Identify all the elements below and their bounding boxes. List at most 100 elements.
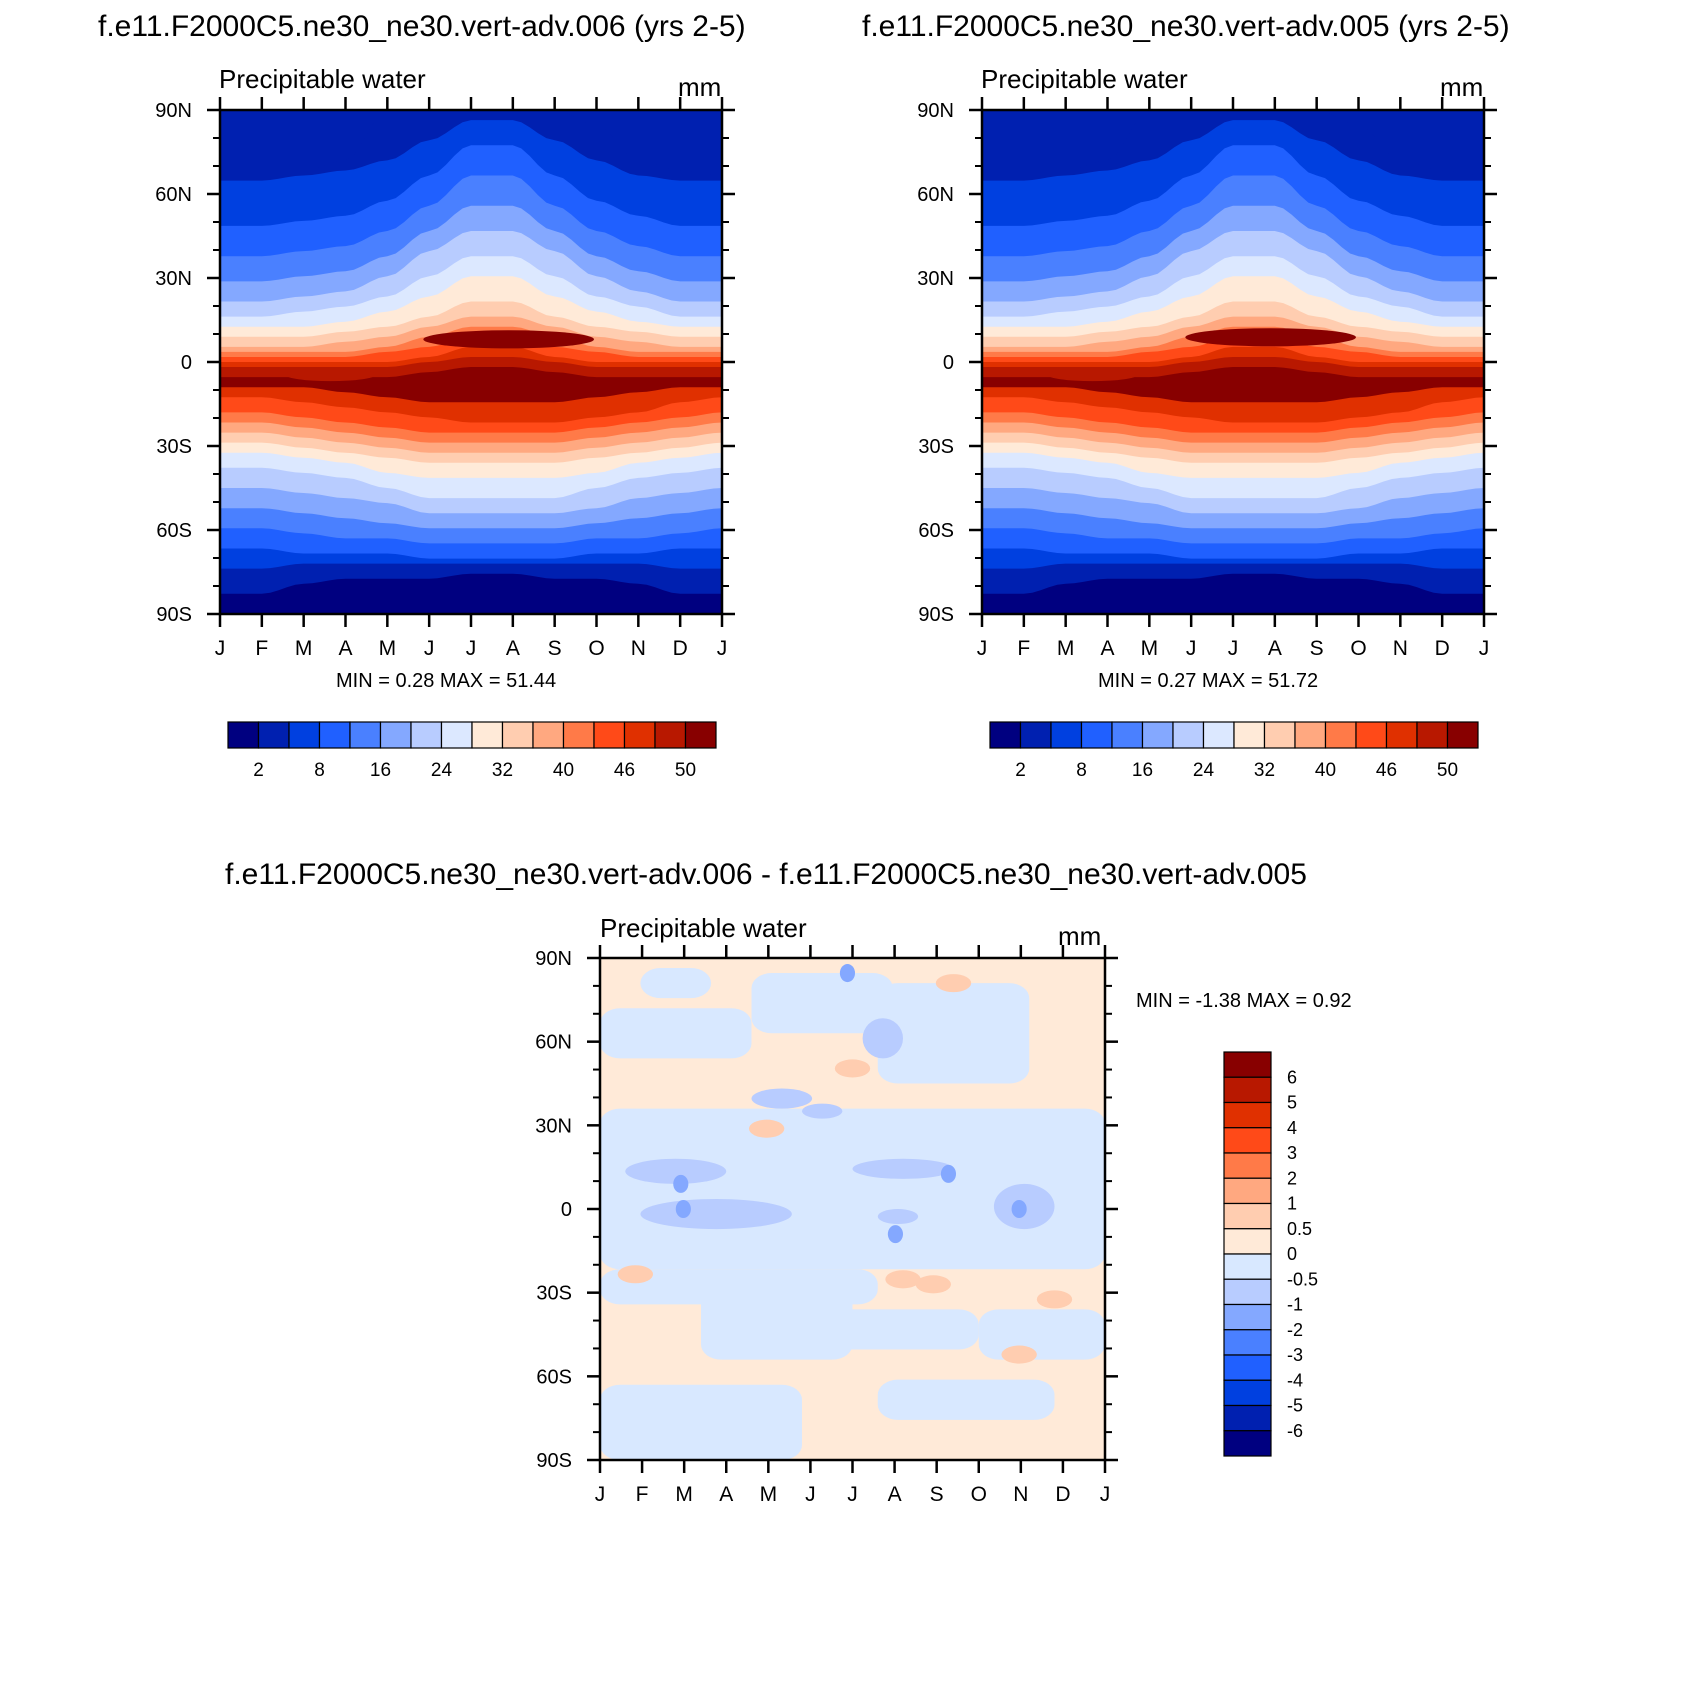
colorbar-label: 6 (1287, 1067, 1297, 1087)
colorbar-swatch (288, 721, 321, 749)
colorbar-label: 1 (1287, 1194, 1297, 1214)
colorbar-label: 8 (314, 760, 325, 781)
panel-2-max-blob (1185, 328, 1356, 347)
x-tick-label: S (548, 637, 562, 660)
panel-3-band (877, 1379, 1055, 1420)
panel-3-band (751, 1088, 813, 1109)
colorbar-swatch (440, 721, 473, 749)
colorbar-swatch (1223, 1303, 1272, 1331)
panel-3-units-label: mm (1058, 921, 1102, 951)
panel-3-band (915, 1275, 951, 1294)
colorbar-label: -5 (1287, 1396, 1303, 1416)
panel-1-axes: J F M A M J J A S O N D J 90N 60N 30N 0 30S 60S 90S (155, 97, 735, 660)
y-tick-label: 30S (536, 1283, 572, 1305)
x-tick-label: J (595, 1483, 606, 1506)
colorbar-label: 0.5 (1287, 1219, 1312, 1239)
panel-1-minmax: MIN = 0.28 MAX = 51.44 (336, 670, 557, 692)
panel-3-band (802, 1103, 843, 1119)
colorbar-label: -2 (1287, 1320, 1303, 1340)
x-tick-label: A (719, 1483, 733, 1506)
colorbar-label: -6 (1287, 1421, 1303, 1441)
y-tick-label: 30S (918, 436, 954, 458)
colorbar-swatch (1223, 1127, 1272, 1154)
panel-1-variable-label: Precipitable water (219, 64, 426, 94)
colorbar-swatch (623, 721, 656, 749)
y-tick-label: 30N (155, 268, 192, 290)
x-tick-label: J (1100, 1483, 1111, 1506)
x-tick-label: D (673, 637, 688, 660)
x-tick-label: J (424, 637, 435, 660)
colorbar-swatch (1385, 721, 1418, 749)
panel-1-band (220, 110, 722, 176)
colorbar-label: 2 (1015, 760, 1026, 781)
y-tick-label: 90N (535, 948, 572, 970)
colorbar-swatch (1223, 1404, 1272, 1432)
panel-3-band (751, 973, 893, 1034)
panel-3-band (600, 1008, 752, 1059)
colorbar-swatch (1050, 721, 1083, 749)
panel-3-band (802, 1309, 979, 1350)
panel-1-band (220, 573, 722, 614)
panel-3-band (877, 983, 1030, 1084)
panel-3-title: f.e11.F2000C5.ne30_ne30.vert-adv.006 - f… (225, 858, 1307, 891)
panel-3-band (1036, 1290, 1073, 1309)
y-tick-label: 60S (156, 520, 192, 542)
x-tick-label: J (1186, 637, 1197, 660)
colorbar-label: 24 (1193, 760, 1215, 781)
y-tick-label: 90S (156, 604, 192, 626)
y-tick-label: 0 (181, 352, 192, 374)
panel-3-band (748, 1119, 785, 1138)
panel-3-band (1001, 1345, 1037, 1364)
colorbar-label: 32 (1254, 760, 1275, 781)
colorbar-label: 0 (1287, 1244, 1297, 1264)
colorbar-label: 24 (431, 760, 453, 781)
x-tick-label: M (1141, 637, 1159, 660)
colorbar-swatch (654, 721, 687, 749)
colorbar-swatch (1223, 1202, 1272, 1230)
colorbar-label: 32 (492, 760, 513, 781)
colorbar-swatch (349, 721, 382, 749)
y-tick-label: 60S (536, 1366, 572, 1388)
colorbar-swatch (471, 721, 504, 749)
colorbar-swatch (1172, 721, 1205, 749)
panel-1-title: f.e11.F2000C5.ne30_ne30.vert-adv.006 (yr… (98, 10, 746, 43)
panel-3-band (852, 1158, 954, 1179)
panel-3-colorbar: 6 5 4 3 2 1 0.5 0 -0.5 -1 -2 -3 -4 -5 -6 (1223, 1051, 1318, 1457)
x-tick-label: O (588, 637, 604, 660)
colorbar-label: 16 (1132, 760, 1153, 781)
colorbar-swatch (1223, 1152, 1272, 1179)
y-tick-label: 0 (561, 1199, 572, 1221)
x-tick-label: A (338, 637, 352, 660)
colorbar-label: 16 (370, 760, 391, 781)
colorbar-swatch (1324, 721, 1357, 749)
colorbar-label: 50 (1437, 760, 1458, 781)
x-tick-label: O (971, 1483, 987, 1506)
x-tick-label: F (636, 1483, 649, 1506)
panel-3-band (675, 1199, 691, 1219)
panel-3-axes: J F M A M J J A S O N D J 90N 60N 30N 0 30S 60S 90S (535, 945, 1118, 1506)
x-tick-label: M (760, 1483, 778, 1506)
colorbar-swatch (684, 721, 717, 749)
colorbar-swatch (593, 721, 626, 749)
panel-3-band (885, 1270, 921, 1289)
panel-2-variable-label: Precipitable water (981, 64, 1188, 94)
colorbar-swatch (1223, 1430, 1272, 1457)
x-tick-label: M (675, 1483, 693, 1506)
colorbar-swatch (379, 721, 412, 749)
panel-2-band (982, 573, 1484, 614)
y-tick-label: 90N (155, 100, 192, 122)
colorbar-swatch (562, 721, 595, 749)
x-tick-label: D (1055, 1483, 1070, 1506)
colorbar-swatch (1223, 1101, 1272, 1129)
panel-1-units-label: mm (678, 72, 722, 102)
colorbar-label: 40 (553, 760, 574, 781)
panel-3-band (887, 1225, 903, 1244)
colorbar-swatch (1416, 721, 1449, 749)
colorbar-swatch (1223, 1177, 1272, 1205)
y-tick-label: 60N (535, 1032, 572, 1054)
x-tick-label: J (847, 1483, 858, 1506)
colorbar-label: 2 (1287, 1168, 1297, 1188)
x-tick-label: J (805, 1483, 816, 1506)
x-tick-label: D (1435, 637, 1450, 660)
